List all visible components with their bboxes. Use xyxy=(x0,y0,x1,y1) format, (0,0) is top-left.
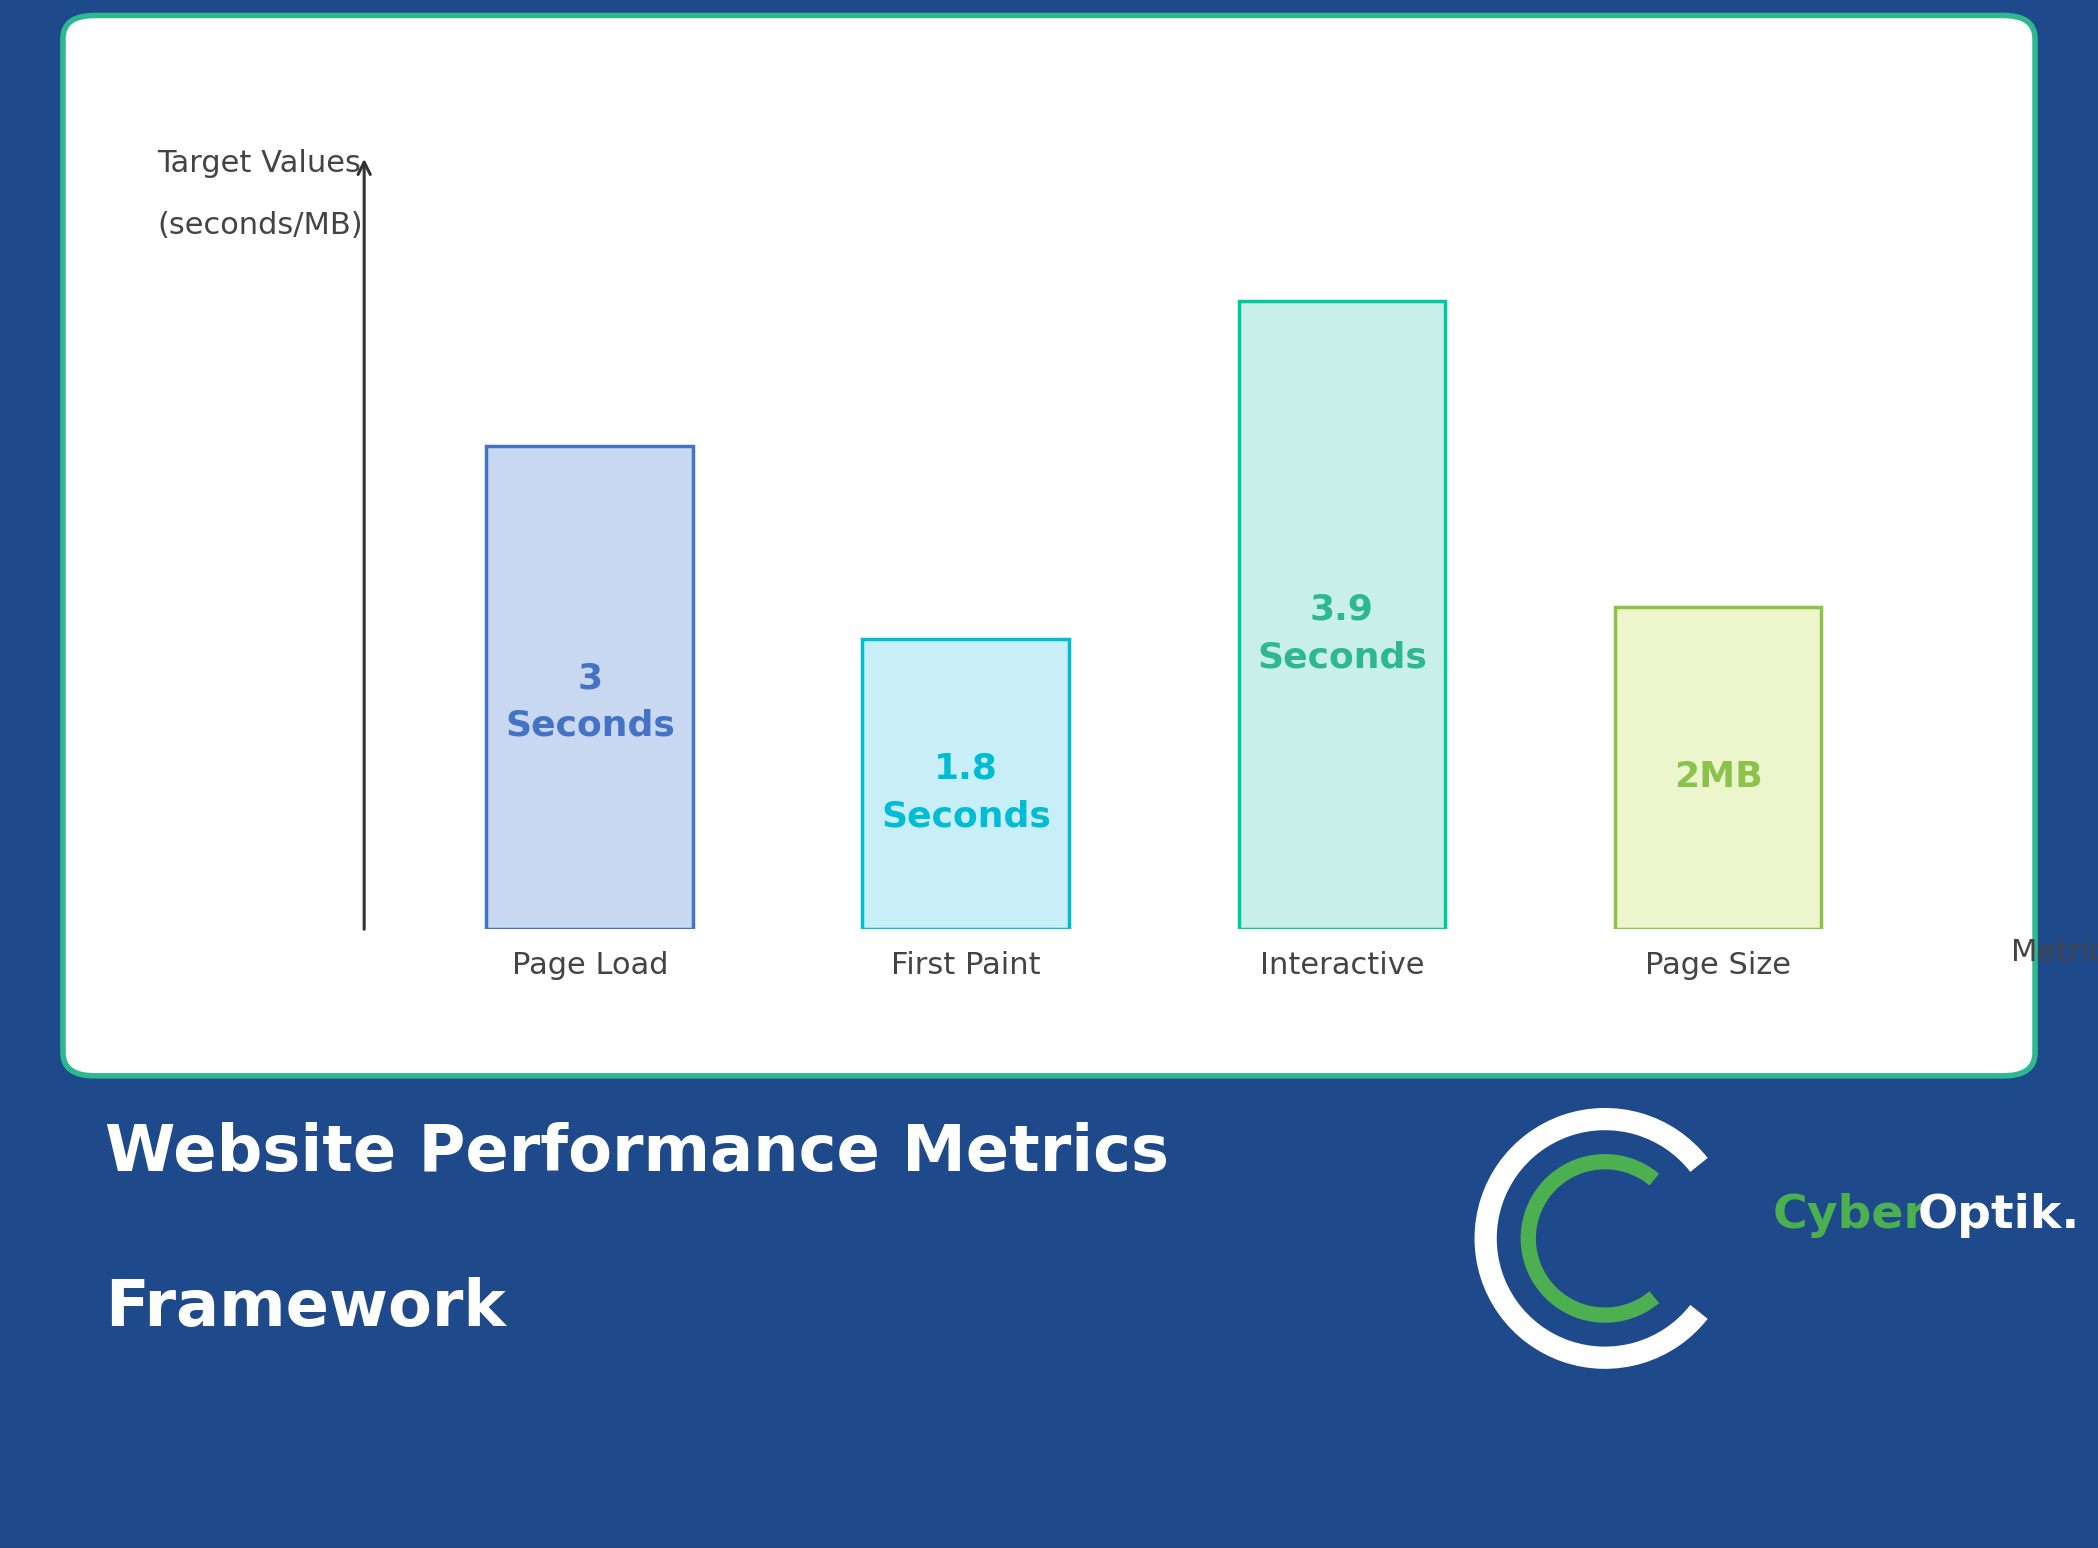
Text: Cyber: Cyber xyxy=(1773,1192,1928,1238)
Bar xyxy=(862,639,1070,929)
Bar xyxy=(487,446,692,929)
Text: Framework: Framework xyxy=(105,1277,506,1339)
Text: 1.8
Seconds: 1.8 Seconds xyxy=(881,752,1051,833)
Text: (seconds/MB): (seconds/MB) xyxy=(157,211,363,240)
Bar xyxy=(1238,300,1446,929)
Bar xyxy=(1615,607,1821,929)
Text: Optik.: Optik. xyxy=(1918,1192,2079,1238)
Text: 3.9
Seconds: 3.9 Seconds xyxy=(1257,593,1427,675)
Text: Target Values: Target Values xyxy=(157,149,361,178)
Text: 3
Seconds: 3 Seconds xyxy=(506,661,676,743)
Text: 2MB: 2MB xyxy=(1674,760,1762,794)
Text: Website Performance Metrics: Website Performance Metrics xyxy=(105,1122,1169,1184)
Text: Metrics: Metrics xyxy=(2012,938,2098,968)
